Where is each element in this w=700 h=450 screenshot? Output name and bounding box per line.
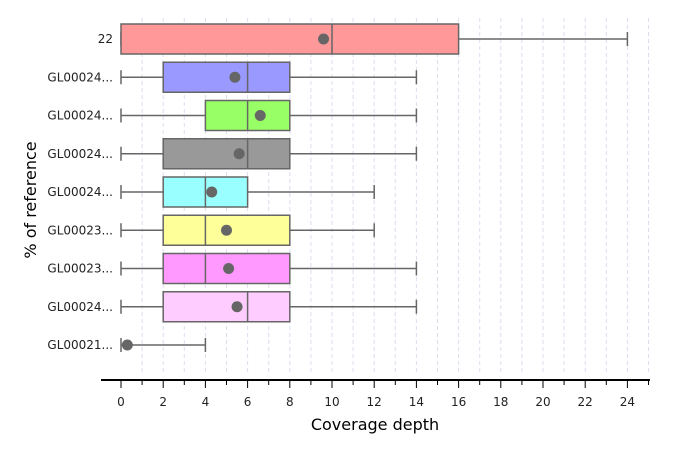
category-label: GL00024... [47,109,113,123]
category-label: GL00023... [47,262,113,276]
x-tick-label: 20 [535,395,550,409]
category-label: GL00024... [47,70,113,84]
mean-point [221,224,232,236]
x-tick-label: 18 [493,395,508,409]
box-item [120,138,418,170]
mean-point [318,33,330,45]
x-tick-label: 10 [324,395,339,409]
mean-point [223,263,235,274]
mean-point [254,110,266,121]
box-item [120,214,375,246]
iqr-box [162,61,291,93]
boxes [120,23,629,352]
y-axis-title: % of reference [21,141,40,258]
category-label: 22 [98,32,113,46]
category-labels: 22 GL00024... GL00024... GL00024... GL00024.… [47,32,113,352]
box-item [120,99,418,132]
x-tick-label: 14 [409,395,424,409]
x-tick-label: 0 [117,395,125,409]
x-tick-label: 24 [620,395,635,409]
iqr-box [162,291,291,323]
box-item [120,291,418,323]
x-tick-label: 16 [451,395,466,409]
x-tick-label: 8 [286,395,294,409]
x-tick-label: 6 [244,395,252,409]
mean-point [231,301,243,313]
category-label: GL00024... [47,147,113,161]
mean-point [229,71,241,83]
box-item [120,23,629,55]
box-item [120,176,375,208]
category-label: GL00024... [47,185,113,199]
box-item [120,61,418,93]
x-tick-label: 22 [578,395,593,409]
x-tick-label: 2 [159,395,167,409]
mean-point [206,186,218,198]
x-tick-label: 12 [367,395,382,409]
box-item [120,252,418,285]
mean-point [233,148,245,160]
iqr-box [120,23,460,55]
category-label: GL00023... [47,223,113,237]
x-axis: 0 2 4 6 8 10 12 14 16 18 20 22 24 [101,379,650,409]
x-axis-title: Coverage depth [311,415,439,434]
category-label: GL00021... [47,338,113,352]
mean-point [121,339,133,351]
iqr-box [162,138,291,170]
box-item [120,338,207,352]
x-tick-label: 4 [202,395,210,409]
category-label: GL00024... [47,300,113,314]
